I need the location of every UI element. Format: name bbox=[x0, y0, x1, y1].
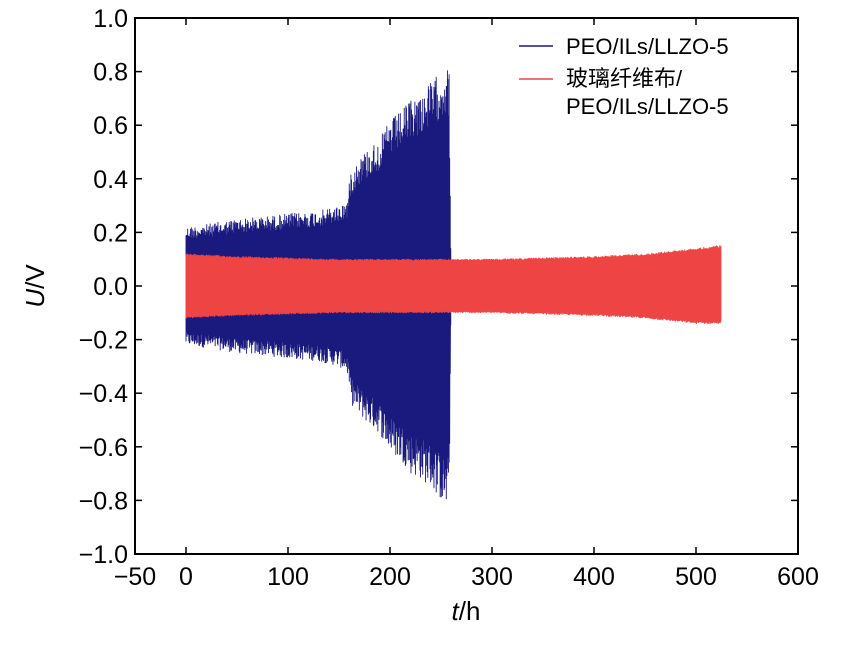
x-tick-label: 100 bbox=[267, 563, 309, 591]
x-tick-label: −50 bbox=[114, 563, 156, 591]
y-tick-label: −1.0 bbox=[79, 541, 128, 569]
y-tick-label: −0.4 bbox=[79, 380, 128, 408]
y-tick-label: 1.0 bbox=[93, 5, 128, 33]
legend-label-glassfiber-line2: PEO/ILs/LLZO-5 bbox=[566, 94, 729, 119]
y-axis-label-var: U bbox=[20, 289, 50, 308]
ticks-layer bbox=[134, 17, 799, 555]
x-axis-label: t/h bbox=[452, 596, 481, 626]
tick-labels-layer: −50 0 100 200 300 400 500 600 1.0 0.8 0.6 0.4 0.2 0.0… bbox=[79, 5, 819, 591]
x-axis-label-unit: /h bbox=[459, 596, 481, 626]
legend-label-glassfiber-line1: 玻璃纤维布/ bbox=[566, 66, 683, 91]
y-tick-label: 0.0 bbox=[93, 273, 128, 301]
y-tick-label: 0.2 bbox=[93, 219, 128, 247]
legend: PEO/ILs/LLZO-5 玻璃纤维布/ PEO/ILs/LLZO-5 bbox=[519, 34, 729, 119]
y-tick-label: 0.6 bbox=[93, 112, 128, 140]
x-tick-label: 600 bbox=[777, 563, 819, 591]
x-tick-label: 0 bbox=[179, 563, 193, 591]
series-glassfiber-peo-ils-llzo5 bbox=[185, 245, 722, 324]
y-tick-label: −0.8 bbox=[79, 487, 128, 515]
series-layer bbox=[185, 70, 722, 500]
legend-label-peo: PEO/ILs/LLZO-5 bbox=[566, 34, 729, 59]
x-tick-label: 300 bbox=[471, 563, 513, 591]
x-tick-label: 400 bbox=[573, 563, 615, 591]
y-tick-label: 0.4 bbox=[93, 166, 128, 194]
y-tick-label: 0.8 bbox=[93, 59, 128, 87]
x-tick-label: 200 bbox=[369, 563, 411, 591]
x-axis-label-var: t bbox=[452, 596, 461, 626]
y-tick-label: −0.6 bbox=[79, 434, 128, 462]
y-axis-label: U/V bbox=[20, 264, 50, 308]
y-axis-label-unit: /V bbox=[20, 264, 50, 289]
y-tick-label: −0.2 bbox=[79, 327, 128, 355]
x-tick-label: 500 bbox=[675, 563, 717, 591]
